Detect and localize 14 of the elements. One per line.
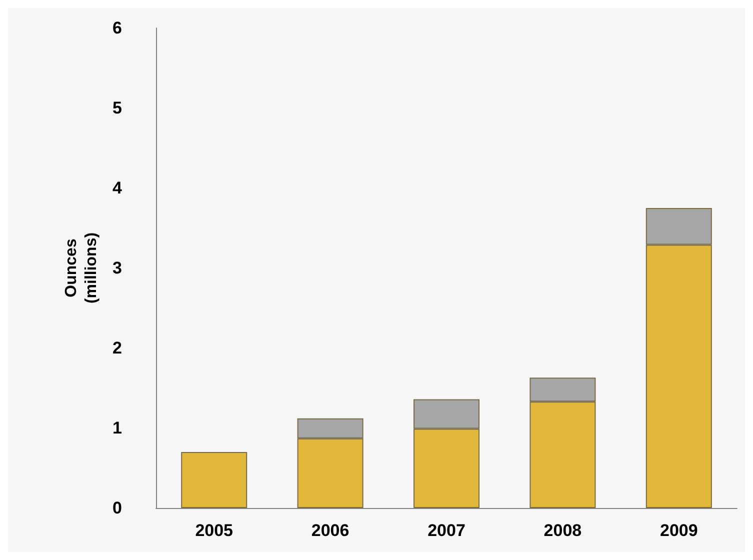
y-tick-label: 4	[112, 178, 123, 198]
x-tick-label: 2006	[311, 521, 350, 540]
bar	[181, 452, 248, 508]
y-tick-label: 2	[112, 338, 122, 358]
y-tick-label: 0	[112, 498, 122, 518]
y-tick-label: 6	[112, 18, 122, 38]
y-tick-label: 1	[112, 418, 122, 438]
x-tick-label: 2009	[660, 521, 698, 540]
y-tick-label: 3	[112, 258, 122, 278]
y-axis-title: Ounces (millions)	[63, 232, 100, 304]
y-tick-label: 5	[112, 98, 122, 118]
x-tick-label: 2007	[428, 521, 466, 540]
x-tick-label: 2008	[544, 521, 582, 540]
x-tick-label: 2005	[195, 521, 234, 540]
